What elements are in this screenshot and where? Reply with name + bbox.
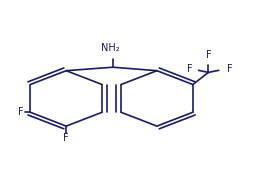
Text: NH₂: NH₂ xyxy=(101,43,119,53)
Text: F: F xyxy=(63,133,69,143)
Text: F: F xyxy=(187,64,193,74)
Text: F: F xyxy=(227,64,232,74)
Text: F: F xyxy=(206,50,211,60)
Text: F: F xyxy=(18,107,24,117)
